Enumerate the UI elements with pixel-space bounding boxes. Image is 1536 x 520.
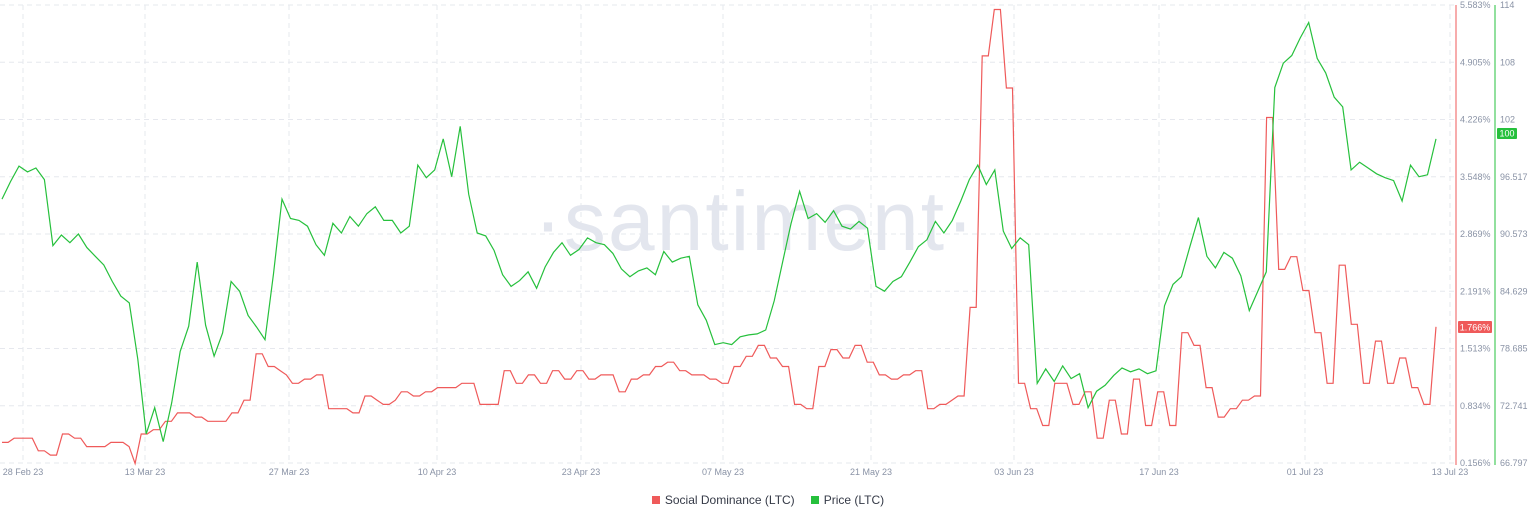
x-axis-tick-label: 10 Apr 23 (418, 467, 457, 477)
legend-label-social-dominance: Social Dominance (LTC) (664, 493, 795, 507)
social-dominance-current-badge-bg (1458, 321, 1492, 333)
price-current-badge: 100 (1497, 128, 1517, 139)
right-axis-ticks: 114 108 102 96.517 90.573 84.629 78.685 72.741 6… (1500, 0, 1528, 468)
x-axis-tick-label: 23 Apr 23 (562, 467, 601, 477)
x-axis-tick-label: 13 Mar 23 (125, 467, 166, 477)
right-axis-tick-label: 108 (1500, 57, 1515, 67)
legend-label-price: Price (LTC) (823, 493, 885, 507)
left-axis-tick-label: 1.513% (1460, 344, 1491, 354)
left-axis-tick-label: 2.869% (1460, 229, 1491, 239)
price-current-badge-bg (1497, 128, 1517, 139)
legend-item-price[interactable]: Price (LTC) (810, 493, 885, 507)
left-axis-ticks: 5.583% 4.905% 4.226% 3.548% 2.869% 2.191% 1.51… (1460, 0, 1491, 468)
x-axis-tick-label: 01 Jul 23 (1287, 467, 1324, 477)
legend-item-social-dominance[interactable]: Social Dominance (LTC) (651, 493, 795, 507)
x-axis-tick-label: 03 Jun 23 (994, 467, 1034, 477)
right-axis-tick-label: 78.685 (1500, 344, 1528, 354)
left-axis-tick-label: 0.156% (1460, 458, 1491, 468)
x-axis-ticks: 28 Feb 23 13 Mar 23 27 Mar 23 10 Apr 23 23 A… (3, 467, 1469, 477)
social-dominance-current-badge: 1.766% (1458, 321, 1492, 333)
x-axis-tick-label: 07 May 23 (702, 467, 744, 477)
left-axis-tick-label: 0.834% (1460, 401, 1491, 411)
left-axis-tick-label: 3.548% (1460, 172, 1491, 182)
social-dominance-line (2, 8, 1437, 466)
social-dominance-current-label: 1.766% (1460, 323, 1491, 333)
x-axis-tick-label: 27 Mar 23 (269, 467, 310, 477)
x-axis-tick-label: 21 May 23 (850, 467, 892, 477)
price-current-label: 100 (1499, 129, 1514, 139)
right-axis-tick-label: 72.741 (1500, 401, 1528, 411)
grid-lines (0, 4, 1456, 464)
right-axis-tick-label: 84.629 (1500, 286, 1528, 296)
right-axis-tick-label: 114 (1500, 0, 1514, 10)
santiment-watermark: ·santiment· (534, 174, 976, 268)
chart-legend: Social Dominance (LTC) Price (LTC) (0, 490, 1536, 510)
legend-swatch-social-dominance (651, 496, 660, 504)
left-axis-tick-label: 4.226% (1460, 115, 1491, 125)
right-axis-tick-label: 102 (1500, 115, 1515, 125)
right-axis-tick-label: 66.797 (1500, 458, 1528, 468)
left-axis-tick-label: 5.583% (1460, 0, 1491, 10)
price-line (1, 20, 1437, 442)
left-axis-tick-label: 2.191% (1460, 286, 1491, 296)
legend-swatch-price (810, 496, 819, 504)
x-axis-tick-label: 13 Jul 23 (1432, 467, 1469, 477)
x-axis-tick-label: 28 Feb 23 (3, 467, 44, 477)
left-axis-tick-label: 4.905% (1460, 57, 1491, 67)
right-axis-tick-label: 96.517 (1500, 172, 1528, 182)
x-axis-tick-label: 17 Jun 23 (1139, 467, 1179, 477)
right-axis-tick-label: 90.573 (1500, 229, 1528, 239)
